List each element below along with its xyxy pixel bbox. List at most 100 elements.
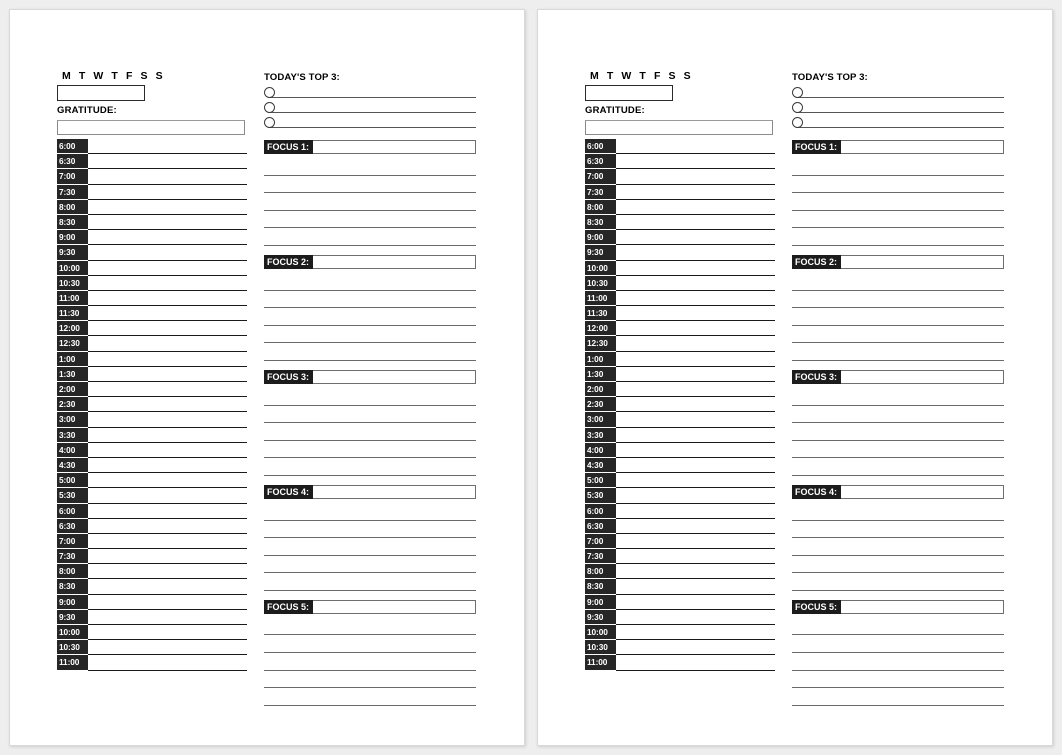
checkbox-circle-icon[interactable] <box>264 87 275 98</box>
focus-title-field[interactable] <box>841 254 1004 269</box>
schedule-entry-line[interactable] <box>616 534 775 550</box>
schedule-entry-line[interactable] <box>616 610 775 625</box>
focus-note-line[interactable] <box>264 176 476 194</box>
schedule-entry-line[interactable] <box>88 640 247 656</box>
focus-note-line[interactable] <box>792 423 1004 441</box>
schedule-entry-line[interactable] <box>88 504 247 519</box>
focus-note-line[interactable] <box>792 343 1004 361</box>
schedule-entry-line[interactable] <box>88 169 247 185</box>
focus-note-line[interactable] <box>792 273 1004 291</box>
focus-note-line[interactable] <box>264 521 476 539</box>
focus-note-line[interactable] <box>264 406 476 424</box>
focus-note-line[interactable] <box>264 211 476 229</box>
schedule-entry-line[interactable] <box>616 640 775 656</box>
schedule-entry-line[interactable] <box>616 428 775 443</box>
schedule-entry-line[interactable] <box>616 291 775 307</box>
top3-entry-line[interactable] <box>268 112 476 113</box>
schedule-entry-line[interactable] <box>616 230 775 246</box>
focus-note-line[interactable] <box>792 671 1004 689</box>
schedule-entry-line[interactable] <box>88 473 247 489</box>
top3-entry-line[interactable] <box>796 112 1004 113</box>
focus-note-line[interactable] <box>792 521 1004 539</box>
schedule-entry-line[interactable] <box>88 458 247 474</box>
schedule-entry-line[interactable] <box>88 549 247 565</box>
top3-entry-line[interactable] <box>796 97 1004 98</box>
schedule-entry-line[interactable] <box>88 595 247 610</box>
schedule-entry-line[interactable] <box>616 200 775 215</box>
focus-note-line[interactable] <box>792 441 1004 459</box>
schedule-entry-line[interactable] <box>88 625 247 641</box>
schedule-entry-line[interactable] <box>88 245 247 261</box>
focus-note-line[interactable] <box>792 388 1004 406</box>
focus-note-line[interactable] <box>264 653 476 671</box>
focus-note-line[interactable] <box>264 503 476 521</box>
checkbox-circle-icon[interactable] <box>792 87 803 98</box>
schedule-entry-line[interactable] <box>616 595 775 610</box>
focus-note-line[interactable] <box>792 688 1004 706</box>
focus-title-field[interactable] <box>841 369 1004 384</box>
schedule-entry-line[interactable] <box>88 488 247 504</box>
top3-entry-line[interactable] <box>796 127 1004 128</box>
focus-note-line[interactable] <box>264 273 476 291</box>
schedule-entry-line[interactable] <box>88 200 247 215</box>
schedule-entry-line[interactable] <box>88 185 247 200</box>
focus-note-line[interactable] <box>264 228 476 246</box>
focus-note-line[interactable] <box>264 308 476 326</box>
schedule-entry-line[interactable] <box>88 139 247 155</box>
focus-note-line[interactable] <box>792 193 1004 211</box>
focus-note-line[interactable] <box>792 158 1004 176</box>
focus-note-line[interactable] <box>264 326 476 344</box>
focus-note-line[interactable] <box>792 211 1004 229</box>
schedule-entry-line[interactable] <box>88 397 247 413</box>
schedule-entry-line[interactable] <box>616 139 775 155</box>
schedule-entry-line[interactable] <box>616 443 775 458</box>
schedule-entry-line[interactable] <box>88 655 247 671</box>
schedule-entry-line[interactable] <box>616 397 775 413</box>
focus-title-field[interactable] <box>313 369 476 384</box>
focus-note-line[interactable] <box>264 343 476 361</box>
schedule-entry-line[interactable] <box>616 154 775 170</box>
schedule-entry-line[interactable] <box>88 352 247 367</box>
gratitude-field[interactable] <box>57 120 245 135</box>
focus-note-line[interactable] <box>264 158 476 176</box>
schedule-entry-line[interactable] <box>88 519 247 534</box>
focus-note-line[interactable] <box>792 538 1004 556</box>
schedule-entry-line[interactable] <box>88 336 247 352</box>
focus-note-line[interactable] <box>792 653 1004 671</box>
schedule-entry-line[interactable] <box>616 488 775 504</box>
schedule-entry-line[interactable] <box>616 655 775 671</box>
top3-entry-line[interactable] <box>268 97 476 98</box>
checkbox-circle-icon[interactable] <box>264 102 275 113</box>
schedule-entry-line[interactable] <box>616 579 775 595</box>
focus-note-line[interactable] <box>792 458 1004 476</box>
schedule-entry-line[interactable] <box>88 564 247 580</box>
schedule-entry-line[interactable] <box>88 412 247 428</box>
focus-note-line[interactable] <box>264 573 476 591</box>
schedule-entry-line[interactable] <box>88 276 247 291</box>
gratitude-field[interactable] <box>585 120 773 135</box>
top3-entry-line[interactable] <box>268 127 476 128</box>
schedule-entry-line[interactable] <box>616 276 775 291</box>
checkbox-circle-icon[interactable] <box>792 117 803 128</box>
schedule-entry-line[interactable] <box>88 321 247 337</box>
focus-note-line[interactable] <box>264 538 476 556</box>
schedule-entry-line[interactable] <box>616 412 775 428</box>
date-field[interactable] <box>585 85 673 101</box>
focus-note-line[interactable] <box>792 406 1004 424</box>
schedule-entry-line[interactable] <box>88 291 247 307</box>
schedule-entry-line[interactable] <box>88 154 247 170</box>
schedule-entry-line[interactable] <box>616 321 775 337</box>
schedule-entry-line[interactable] <box>616 261 775 276</box>
focus-note-line[interactable] <box>264 441 476 459</box>
focus-title-field[interactable] <box>313 484 476 499</box>
focus-note-line[interactable] <box>264 556 476 574</box>
schedule-entry-line[interactable] <box>616 169 775 185</box>
schedule-entry-line[interactable] <box>616 549 775 565</box>
date-field[interactable] <box>57 85 145 101</box>
schedule-entry-line[interactable] <box>88 428 247 443</box>
checkbox-circle-icon[interactable] <box>792 102 803 113</box>
schedule-entry-line[interactable] <box>88 610 247 625</box>
schedule-entry-line[interactable] <box>88 534 247 550</box>
focus-title-field[interactable] <box>313 140 476 154</box>
schedule-entry-line[interactable] <box>616 306 775 322</box>
